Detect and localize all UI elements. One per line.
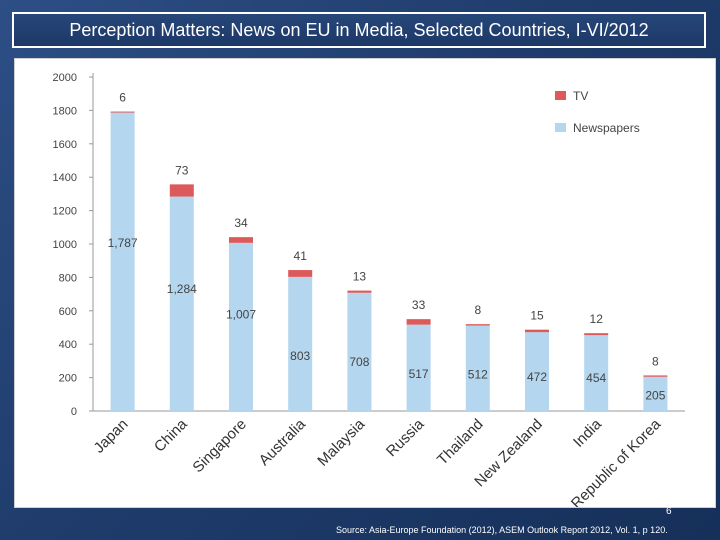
bar-tv-6 bbox=[465, 324, 490, 326]
data-label-newspapers-1: 1,284 bbox=[167, 282, 197, 296]
bar-newspapers-4 bbox=[347, 292, 372, 411]
data-label-newspapers-6: 512 bbox=[468, 368, 488, 382]
data-label-tv-7: 15 bbox=[530, 309, 544, 323]
data-label-tv-5: 33 bbox=[412, 298, 426, 312]
bar-newspapers-9 bbox=[643, 376, 668, 411]
bar-newspapers-6 bbox=[465, 325, 490, 411]
bar-tv-3 bbox=[288, 270, 313, 277]
source-note: Source: Asia-Europe Foundation (2012), A… bbox=[336, 525, 668, 535]
bar-newspapers-2 bbox=[229, 242, 253, 411]
y-tick-label: 1600 bbox=[53, 139, 77, 151]
data-label-newspapers-3: 803 bbox=[290, 349, 310, 363]
bar-newspapers-5 bbox=[406, 324, 431, 411]
data-label-newspapers-7: 472 bbox=[527, 370, 547, 384]
bar-tv-8 bbox=[584, 333, 609, 336]
legend-swatch-newspapers bbox=[555, 123, 566, 132]
slide-number: 6 bbox=[666, 506, 672, 517]
data-label-tv-2: 34 bbox=[234, 216, 248, 230]
x-tick-label-6: Thailand bbox=[434, 416, 487, 469]
data-label-newspapers-9: 205 bbox=[645, 389, 665, 403]
y-tick-label: 800 bbox=[59, 272, 77, 284]
bar-tv-0 bbox=[110, 111, 135, 113]
x-tick-label-0: Japan bbox=[91, 416, 132, 457]
legend-swatch-tv bbox=[555, 91, 566, 100]
y-tick-label: 2000 bbox=[53, 72, 77, 84]
stacked-bar-chart: 0 200 400 600 800 1000 1200 1400 1600 1800 2000 6 1,… bbox=[53, 72, 685, 507]
bar-tv-5 bbox=[406, 319, 431, 325]
bar-tv-4 bbox=[347, 290, 372, 293]
data-label-newspapers-8: 454 bbox=[586, 371, 606, 385]
y-tick-label: 400 bbox=[59, 339, 77, 351]
data-label-tv-8: 12 bbox=[590, 312, 604, 326]
bar-newspapers-3 bbox=[288, 276, 313, 411]
y-tick-label: 0 bbox=[71, 406, 77, 418]
data-label-newspapers-4: 708 bbox=[349, 355, 369, 369]
data-label-newspapers-5: 517 bbox=[409, 367, 429, 381]
x-tick-label-8: India bbox=[570, 415, 605, 450]
legend-label-tv: TV bbox=[573, 89, 588, 103]
y-tick-label: 1000 bbox=[53, 239, 77, 251]
data-label-tv-4: 13 bbox=[353, 270, 367, 284]
bar-newspapers-7 bbox=[525, 332, 549, 411]
title-bar: Perception Matters: News on EU in Media,… bbox=[12, 12, 706, 48]
x-tick-label-4: Malaysia bbox=[314, 415, 368, 469]
x-tick-label-5: Russia bbox=[383, 415, 428, 460]
chart-panel: 0 200 400 600 800 1000 1200 1400 1600 1800 2000 6 1,… bbox=[14, 58, 716, 508]
data-label-newspapers-0: 1,787 bbox=[108, 236, 138, 250]
page-title: Perception Matters: News on EU in Media,… bbox=[69, 19, 649, 40]
bar-newspapers-0 bbox=[110, 112, 135, 412]
bar-tv-7 bbox=[525, 329, 549, 333]
y-tick-label: 1800 bbox=[53, 105, 77, 117]
bar-tv-9 bbox=[643, 375, 668, 377]
data-label-tv-0: 6 bbox=[119, 91, 126, 105]
data-label-tv-9: 8 bbox=[652, 354, 659, 368]
bar-tv-2 bbox=[229, 237, 253, 243]
data-label-newspapers-2: 1,007 bbox=[226, 308, 256, 322]
data-label-tv-6: 8 bbox=[474, 303, 481, 317]
legend-label-newspapers: Newspapers bbox=[573, 121, 640, 135]
y-tick-label: 600 bbox=[59, 306, 77, 318]
bar-newspapers-8 bbox=[584, 335, 609, 411]
data-label-tv-1: 73 bbox=[175, 163, 189, 177]
x-tick-label-3: Australia bbox=[256, 415, 310, 469]
y-tick-label: 200 bbox=[59, 373, 77, 385]
y-tick-label: 1200 bbox=[53, 206, 77, 218]
y-tick-label: 1400 bbox=[53, 172, 77, 184]
bar-tv-1 bbox=[169, 184, 194, 197]
x-tick-label-1: China bbox=[151, 415, 191, 455]
x-tick-label-2: Singapore bbox=[189, 416, 249, 476]
data-label-tv-3: 41 bbox=[294, 249, 308, 263]
bar-newspapers-1 bbox=[169, 196, 194, 411]
